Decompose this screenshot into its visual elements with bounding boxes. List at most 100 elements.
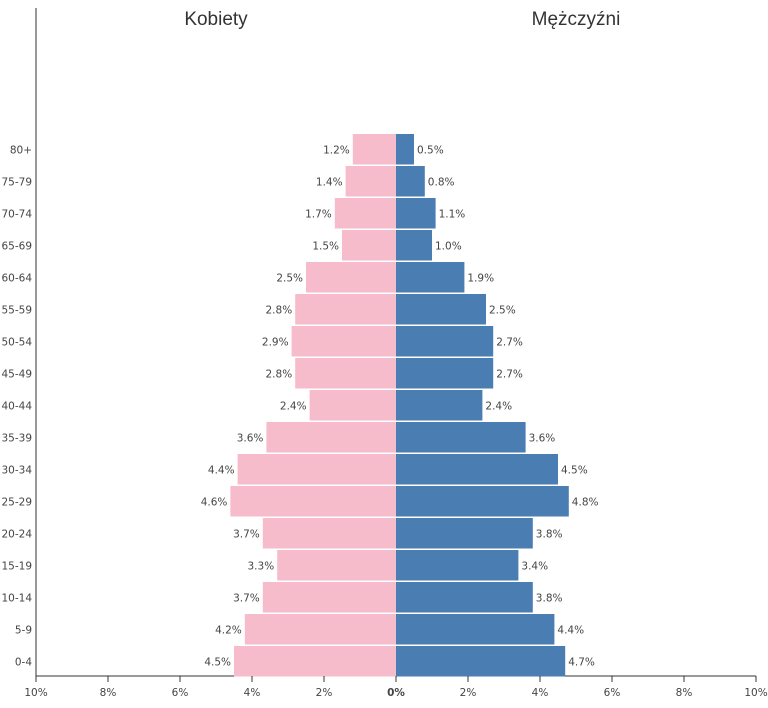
value-label-men-5-9: 4.4% (557, 624, 584, 636)
x-ticks-group: 10% 8% 6% 4% 2% 0% 2% 4% 6% 8% 10% (24, 676, 768, 699)
value-label-women-60-64: 2.5% (276, 272, 303, 284)
bar-women-15-19 (277, 550, 396, 581)
value-label-men-80+: 0.5% (417, 144, 444, 156)
bar-women-40-44 (309, 390, 396, 421)
age-label-40-44: 40-44 (1, 400, 32, 412)
bar-men-10-14 (396, 582, 533, 613)
value-label-men-75-79: 0.8% (428, 176, 455, 188)
bar-women-75-79 (345, 166, 396, 197)
bar-women-50-54 (291, 326, 396, 357)
age-label-65-69: 65-69 (1, 240, 32, 252)
value-label-men-50-54: 2.7% (496, 336, 523, 348)
age-label-45-49: 45-49 (1, 368, 32, 380)
bar-men-0-4 (396, 646, 566, 677)
bar-men-35-39 (396, 422, 526, 453)
x-tick-label-5: 0% (387, 687, 405, 699)
bar-men-30-34 (396, 454, 558, 485)
bar-women-70-74 (334, 198, 396, 229)
age-label-60-64: 60-64 (1, 272, 32, 284)
value-label-men-10-14: 3.8% (536, 592, 563, 604)
value-label-women-80+: 1.2% (323, 144, 350, 156)
age-label-70-74: 70-74 (1, 208, 32, 220)
x-tick-label-3: 4% (244, 687, 261, 699)
age-label-30-34: 30-34 (1, 464, 32, 476)
value-label-women-25-29: 4.6% (201, 496, 228, 508)
value-label-women-15-19: 3.3% (248, 560, 275, 572)
value-label-women-0-4: 4.5% (204, 656, 231, 668)
x-tick-label-6: 2% (460, 687, 477, 699)
value-label-women-30-34: 4.4% (208, 464, 235, 476)
value-label-men-45-49: 2.7% (496, 368, 523, 380)
value-label-women-50-54: 2.9% (262, 336, 289, 348)
bar-women-80+ (352, 134, 396, 165)
value-label-women-75-79: 1.4% (316, 176, 343, 188)
x-tick-label-0: 10% (24, 687, 47, 699)
right-title: Mężczyźni (532, 9, 621, 30)
age-label-15-19: 15-19 (1, 560, 32, 572)
left-title: Kobiety (184, 9, 248, 30)
age-label-50-54: 50-54 (1, 336, 32, 348)
bar-men-45-49 (396, 358, 494, 389)
value-label-women-5-9: 4.2% (215, 624, 242, 636)
age-label-20-24: 20-24 (1, 528, 32, 540)
age-label-25-29: 25-29 (1, 496, 32, 508)
bar-men-70-74 (396, 198, 436, 229)
bar-women-30-34 (237, 454, 396, 485)
x-tick-label-7: 4% (532, 687, 549, 699)
x-tick-label-8: 6% (604, 687, 621, 699)
age-label-35-39: 35-39 (1, 432, 32, 444)
x-tick-label-9: 8% (676, 687, 693, 699)
bar-women-5-9 (244, 614, 396, 645)
age-labels-group: 80+ 75-79 70-74 65-69 60-64 55-59 50-54 45-49 40… (1, 144, 32, 668)
bar-women-65-69 (342, 230, 396, 261)
bar-men-25-29 (396, 486, 569, 517)
value-label-men-35-39: 3.6% (529, 432, 556, 444)
x-tick-label-4: 2% (316, 687, 333, 699)
value-label-men-0-4: 4.7% (568, 656, 595, 668)
age-label-10-14: 10-14 (1, 592, 32, 604)
x-tick-label-1: 8% (100, 687, 117, 699)
value-label-men-70-74: 1.1% (439, 208, 466, 220)
bar-men-20-24 (396, 518, 533, 549)
bar-men-65-69 (396, 230, 432, 261)
value-label-women-65-69: 1.5% (312, 240, 339, 252)
value-label-women-45-49: 2.8% (266, 368, 293, 380)
bar-women-20-24 (262, 518, 396, 549)
bar-men-5-9 (396, 614, 555, 645)
value-label-men-65-69: 1.0% (435, 240, 462, 252)
bar-men-50-54 (396, 326, 494, 357)
x-tick-label-2: 6% (172, 687, 189, 699)
value-label-men-55-59: 2.5% (489, 304, 516, 316)
bar-men-60-64 (396, 262, 465, 293)
value-label-men-20-24: 3.8% (536, 528, 563, 540)
bar-men-55-59 (396, 294, 486, 325)
bar-women-45-49 (295, 358, 396, 389)
bar-men-15-19 (396, 550, 519, 581)
bar-men-80+ (396, 134, 414, 165)
value-label-women-20-24: 3.7% (233, 528, 260, 540)
age-label-55-59: 55-59 (1, 304, 32, 316)
bar-women-25-29 (230, 486, 396, 517)
age-label-75-79: 75-79 (1, 176, 32, 188)
bar-men-75-79 (396, 166, 425, 197)
age-label-80+: 80+ (10, 144, 32, 156)
value-label-men-30-34: 4.5% (561, 464, 588, 476)
bar-women-35-39 (266, 422, 396, 453)
value-label-men-25-29: 4.8% (572, 496, 599, 508)
x-tick-label-10: 10% (744, 687, 767, 699)
bar-men-40-44 (396, 390, 483, 421)
age-label-5-9: 5-9 (15, 624, 32, 636)
bar-women-55-59 (295, 294, 396, 325)
bar-women-60-64 (306, 262, 396, 293)
value-label-men-60-64: 1.9% (467, 272, 494, 284)
bars-group: 1.2% 0.5% 1.4% 0.8% 1.7% 1.1% 1.5% 1.0% 2.5% 1.9%… (201, 134, 599, 677)
value-label-men-40-44: 2.4% (485, 400, 512, 412)
value-label-women-55-59: 2.8% (266, 304, 293, 316)
bar-women-0-4 (234, 646, 396, 677)
value-label-women-70-74: 1.7% (305, 208, 332, 220)
value-label-women-35-39: 3.6% (237, 432, 264, 444)
bar-women-10-14 (262, 582, 396, 613)
value-label-women-40-44: 2.4% (280, 400, 307, 412)
age-label-0-4: 0-4 (15, 656, 32, 668)
